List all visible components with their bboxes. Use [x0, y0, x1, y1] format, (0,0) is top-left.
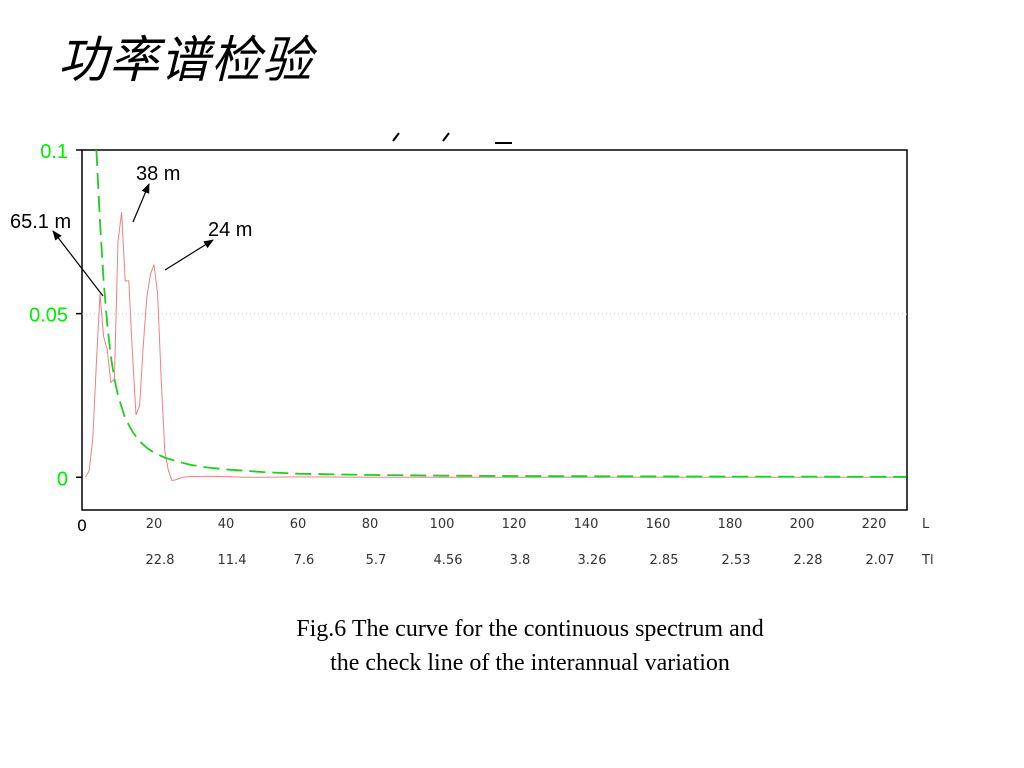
x-tick-label-l: 60 — [290, 517, 307, 532]
annotation-arrow — [52, 230, 104, 297]
figure-caption-line-2: the check line of the interannual variat… — [330, 650, 730, 676]
x-tick-label-t: 3.26 — [578, 553, 607, 568]
x-tick-label-t: 4.56 — [434, 553, 463, 568]
x-tick-label-l: 100 — [430, 517, 455, 532]
x-tick-label-t: 2.85 — [650, 553, 679, 568]
x-tick-label-t: 3.8 — [510, 553, 531, 568]
x-tick-label-l: 200 — [790, 517, 815, 532]
x-tick-label-t: 7.6 — [294, 553, 315, 568]
plot-frame — [81, 149, 908, 511]
x-row-label-t: Tl — [921, 553, 934, 568]
x-tick-label-l: 80 — [362, 517, 379, 532]
x-tick-label-t: 2.53 — [722, 553, 751, 568]
annotation-arrow — [132, 183, 150, 223]
annotation-label: 24 m — [208, 219, 252, 241]
x-tick-label-l: 220 — [862, 517, 887, 532]
x-tick-label-t: 11.4 — [218, 553, 247, 568]
clipped-title-remnant — [392, 132, 512, 144]
x-tick-label-l: 160 — [646, 517, 671, 532]
annotation-label: 38 m — [136, 163, 180, 185]
x-tick-label-t: 22.8 — [146, 553, 175, 568]
y-tick-label: 0.1 — [40, 141, 68, 163]
x-tick-label-l: 140 — [574, 517, 599, 532]
y-tick-label: 0.05 — [29, 305, 68, 327]
x-tick-label-l: 0 — [77, 516, 87, 535]
x-tick-label-l: 180 — [718, 517, 743, 532]
x-tick-label-l: 120 — [502, 517, 527, 532]
annotation-label: 65.1 m — [10, 211, 71, 233]
series-spectrum-curve — [85, 212, 907, 482]
annotation-arrow — [164, 239, 214, 271]
x-tick-label-l: 20 — [146, 517, 163, 532]
x-tick-label-l: 40 — [218, 517, 235, 532]
page-title: 功率谱检验 — [58, 31, 313, 89]
x-tick-label-t: 2.07 — [866, 553, 895, 568]
x-row-label-l: L — [922, 517, 930, 532]
series-check-line — [95, 149, 907, 478]
x-tick-label-t: 2.28 — [794, 553, 823, 568]
y-tick-label: 0 — [57, 468, 68, 490]
figure-caption-line-1: Fig.6 The curve for the continuous spect… — [296, 616, 764, 642]
x-tick-label-t: 5.7 — [366, 553, 387, 568]
